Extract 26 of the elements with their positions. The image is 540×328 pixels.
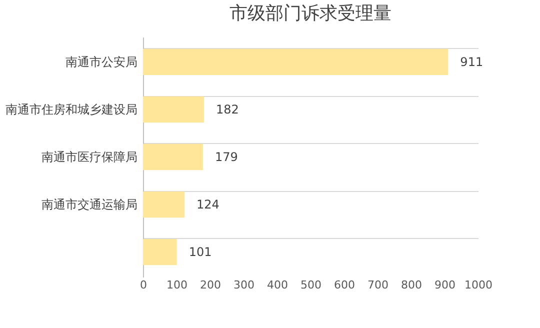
x-tick-label: 0	[140, 278, 147, 292]
y-tick-label: 南通市医疗保障局	[42, 150, 138, 164]
data-label: 911	[460, 54, 484, 69]
x-tick-label: 500	[300, 278, 322, 292]
chart-title: 市级部门诉求受理量	[230, 3, 392, 24]
x-tick-label: 800	[401, 278, 422, 292]
x-tick-label: 600	[334, 278, 355, 292]
data-label: 124	[196, 198, 220, 212]
data-label: 179	[214, 150, 238, 164]
x-tick-label: 200	[200, 278, 221, 292]
x-tick-label: 1000	[464, 278, 492, 292]
data-label: 101	[188, 245, 212, 260]
bar	[143, 48, 448, 76]
x-tick-label: 300	[234, 278, 254, 292]
data-label: 182	[216, 102, 239, 116]
x-tick-label: 900	[434, 278, 456, 292]
x-tick-label: 400	[267, 278, 288, 292]
bar	[143, 238, 177, 266]
bar	[143, 191, 185, 218]
y-tick-label: 南通市交通运输局	[42, 198, 138, 212]
x-tick-label: 700	[368, 278, 388, 292]
bar	[143, 96, 204, 123]
y-tick-label: 南通市住房和城乡建设局	[6, 102, 138, 116]
bar	[143, 144, 203, 170]
y-tick-label: 南通市公安局	[66, 54, 138, 69]
x-tick-label: 100	[166, 278, 188, 292]
